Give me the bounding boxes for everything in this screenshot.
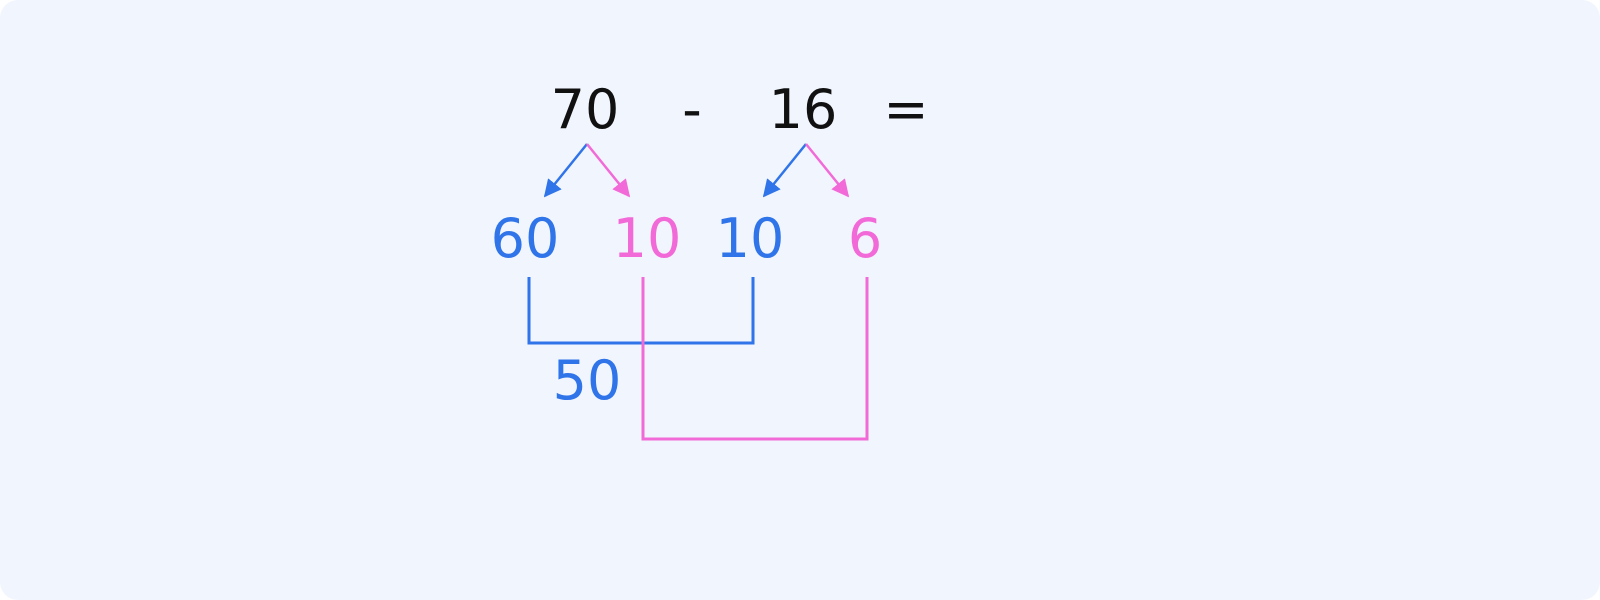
- tens-result: 50: [553, 349, 622, 412]
- ones-bracket: [641, 277, 869, 441]
- split-first-ones: 10: [613, 207, 682, 270]
- arrow-first-to-ones: [586, 143, 631, 198]
- tens-bracket: [527, 277, 755, 345]
- split-second-ones: 6: [848, 207, 882, 270]
- arrow-second-to-ones: [805, 143, 850, 198]
- minus-sign: -: [682, 78, 702, 141]
- equals-sign: =: [883, 78, 928, 141]
- first-number: 70: [551, 78, 620, 141]
- second-number: 16: [769, 78, 838, 141]
- arrow-first-to-tens: [543, 143, 588, 198]
- arrow-second-to-tens: [762, 143, 807, 198]
- split-first-tens: 60: [491, 207, 560, 270]
- split-second-tens: 10: [716, 207, 785, 270]
